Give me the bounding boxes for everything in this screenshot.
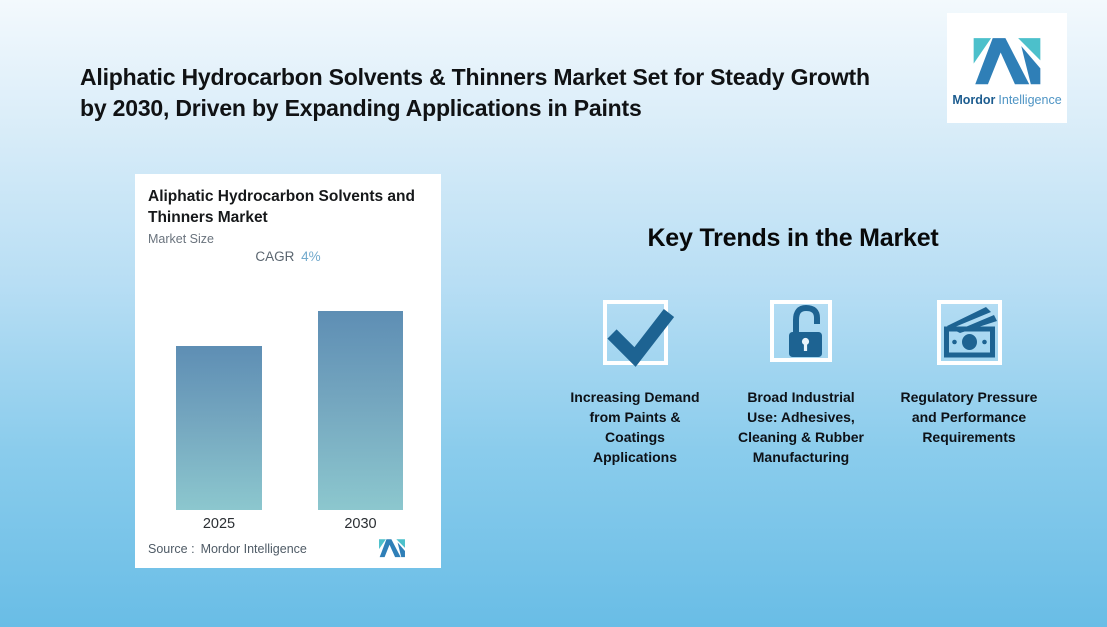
x-axis-label-2030: 2030 xyxy=(344,516,377,532)
source-label: Source : xyxy=(148,542,195,556)
brand-logo: Mordor Intelligence xyxy=(947,13,1067,123)
open-padlock-icon xyxy=(766,296,836,366)
trend-label: Broad Industrial Use: Adhesives, Cleanin… xyxy=(737,389,864,466)
chart-title: Aliphatic Hydrocarbon Solvents and Thinn… xyxy=(148,188,415,227)
mordor-intelligence-logo-icon xyxy=(967,35,1047,89)
trend-item-industrial-use: Broad Industrial Use: Adhesives, Cleanin… xyxy=(716,296,886,467)
brand-name-secondary: Intelligence xyxy=(998,93,1062,107)
mordor-intelligence-mini-logo-icon xyxy=(376,538,408,559)
cagr-row: CAGR 4% xyxy=(148,249,428,264)
trend-item-regulatory: Regulatory Pressure and Performance Requ… xyxy=(884,296,1054,447)
brand-wordmark: Mordor Intelligence xyxy=(952,93,1061,107)
x-axis-label-2025: 2025 xyxy=(202,516,236,532)
source-value: Mordor Intelligence xyxy=(200,542,307,556)
key-trends-heading: Key Trends in the Market xyxy=(647,224,939,252)
trend-item-paints-coatings: Increasing Demand from Paints & Coatings… xyxy=(550,296,720,467)
page-title: Aliphatic Hydrocarbon Solvents & Thinner… xyxy=(80,64,870,121)
bar-chart xyxy=(135,311,441,510)
cagr-label: CAGR xyxy=(255,248,295,264)
cagr-value: 4% xyxy=(301,248,321,264)
trend-label: Increasing Demand from Paints & Coatings… xyxy=(570,389,700,466)
bar-2030 xyxy=(318,311,403,510)
market-chart-card: Aliphatic Hydrocarbon Solvents and Thinn… xyxy=(135,174,441,568)
source-row: Source : Mordor Intelligence xyxy=(148,538,428,560)
checkmark-icon xyxy=(600,296,675,367)
brand-name-primary: Mordor xyxy=(952,93,996,107)
trend-label: Regulatory Pressure and Performance Requ… xyxy=(900,389,1038,446)
chart-subtitle: Market Size xyxy=(148,231,214,246)
bar-2025 xyxy=(176,346,262,510)
money-icon xyxy=(934,296,1004,366)
